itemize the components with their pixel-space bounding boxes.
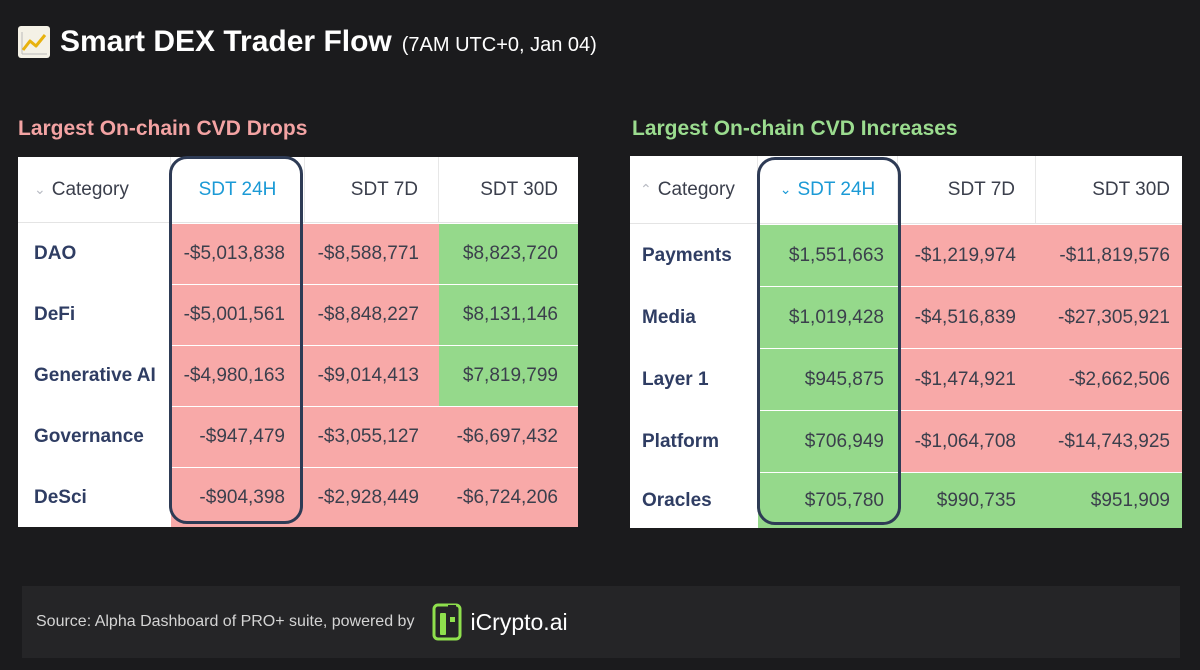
column-header-sdt-24h[interactable]: SDT 24H <box>171 157 305 222</box>
column-header-sdt-30d[interactable]: SDT 30D <box>1036 156 1182 223</box>
page-title: Smart DEX Trader Flow <box>60 25 392 58</box>
footer: Source: Alpha Dashboard of PRO+ suite, p… <box>22 586 1180 658</box>
sdt-30d-cell: -$27,305,921 <box>1036 287 1182 348</box>
sdt-24h-cell: -$947,479 <box>171 407 305 467</box>
sdt-30d-cell: $8,823,720 <box>439 224 578 284</box>
chevron-up-icon: ⌃ <box>640 181 652 197</box>
table-row[interactable]: Oracles $705,780 $990,735 $951,909 <box>630 472 1182 528</box>
table-row[interactable]: Media $1,019,428 -$4,516,839 -$27,305,92… <box>630 286 1182 348</box>
page-subtitle: (7AM UTC+0, Jan 04) <box>401 33 597 56</box>
sdt-30d-cell: $8,131,146 <box>439 285 578 345</box>
sdt-24h-cell: -$5,013,838 <box>171 224 305 284</box>
column-header-sdt-7d[interactable]: SDT 7D <box>305 157 439 222</box>
column-highlight-outline <box>169 156 303 524</box>
sdt-7d-cell: -$8,848,227 <box>305 285 439 345</box>
sdt-24h-cell: $1,019,428 <box>758 287 898 348</box>
column-header-sdt-30d[interactable]: SDT 30D <box>439 157 578 222</box>
source-text: Source: Alpha Dashboard of PRO+ suite, p… <box>36 613 415 630</box>
sdt-30d-cell: -$2,662,506 <box>1036 349 1182 410</box>
sdt-7d-cell: -$9,014,413 <box>305 346 439 406</box>
sdt-7d-cell: -$3,055,127 <box>305 407 439 467</box>
sdt-7d-cell: -$1,474,921 <box>898 349 1036 410</box>
sdt-24h-cell: -$4,980,163 <box>171 346 305 406</box>
icrypto-logo-icon <box>432 603 462 641</box>
sdt-7d-cell: $990,735 <box>898 473 1036 528</box>
sdt-24h-cell: $706,949 <box>758 411 898 472</box>
sdt-30d-cell: -$14,743,925 <box>1036 411 1182 472</box>
column-label: SDT 30D <box>480 178 558 200</box>
sdt-7d-cell: -$1,219,974 <box>898 225 1036 286</box>
sdt-30d-cell: -$6,697,432 <box>439 407 578 467</box>
sdt-30d-cell: $951,909 <box>1036 473 1182 528</box>
table-row[interactable]: DAO -$5,013,838 -$8,588,771 $8,823,720 <box>18 223 578 284</box>
category-cell: Governance <box>34 426 144 447</box>
table-row[interactable]: Governance -$947,479 -$3,055,127 -$6,697… <box>18 406 578 467</box>
column-header-category[interactable]: ⌄ Category <box>18 157 171 222</box>
table-row[interactable]: Payments $1,551,663 -$1,219,974 -$11,819… <box>630 224 1182 286</box>
column-highlight-outline <box>757 157 901 525</box>
category-cell: DeFi <box>34 304 76 325</box>
category-cell: Payments <box>642 244 732 266</box>
sdt-30d-cell: -$11,819,576 <box>1036 225 1182 286</box>
table-row[interactable]: Generative AI -$4,980,163 -$9,014,413 $7… <box>18 345 578 406</box>
table-row[interactable]: Platform $706,949 -$1,064,708 -$14,743,9… <box>630 410 1182 472</box>
sdt-7d-cell: -$1,064,708 <box>898 411 1036 472</box>
column-label: SDT 24H <box>198 178 277 200</box>
drops-section-title: Largest On-chain CVD Drops <box>18 117 308 140</box>
table-row[interactable]: DeFi -$5,001,561 -$8,848,227 $8,131,146 <box>18 284 578 345</box>
column-header-category[interactable]: ⌃ Category <box>630 156 758 223</box>
column-label: SDT 7D <box>350 178 418 200</box>
sdt-30d-cell: $7,819,799 <box>439 346 578 406</box>
column-header-sdt-24h[interactable]: ⌄ SDT 24H <box>758 156 898 223</box>
category-cell: Media <box>642 306 696 328</box>
chevron-down-icon: ⌄ <box>34 181 46 197</box>
sdt-24h-cell: $1,551,663 <box>758 225 898 286</box>
brand-name: iCrypto.ai <box>470 608 568 635</box>
column-label: SDT 24H <box>797 178 876 200</box>
category-cell: Generative AI <box>34 365 156 386</box>
column-label: Category <box>657 178 735 200</box>
increases-table: ⌃ Category ⌄ SDT 24H SDT 7D SDT 30D Paym… <box>630 156 1182 528</box>
column-label: SDT 30D <box>1092 178 1170 200</box>
column-header-sdt-7d[interactable]: SDT 7D <box>898 156 1036 223</box>
category-cell: Layer 1 <box>642 368 709 390</box>
category-cell: Platform <box>642 430 720 452</box>
chevron-down-icon: ⌄ <box>779 181 792 197</box>
sdt-7d-cell: -$8,588,771 <box>305 224 439 284</box>
category-cell: DeSci <box>34 486 87 508</box>
sdt-7d-cell: -$2,928,449 <box>305 468 439 527</box>
sdt-7d-cell: -$4,516,839 <box>898 287 1036 348</box>
table-header-row: ⌄ Category SDT 24H SDT 7D SDT 30D <box>18 157 578 223</box>
increases-section-title: Largest On-chain CVD Increases <box>632 117 958 140</box>
column-label: Category <box>51 178 129 200</box>
category-cell: DAO <box>34 243 77 264</box>
sdt-24h-cell: $945,875 <box>758 349 898 410</box>
sdt-30d-cell: -$6,724,206 <box>439 468 578 527</box>
sdt-24h-cell: $705,780 <box>758 473 898 528</box>
table-row[interactable]: Layer 1 $945,875 -$1,474,921 -$2,662,506 <box>630 348 1182 410</box>
sdt-24h-cell: -$904,398 <box>171 468 305 527</box>
drops-table: ⌄ Category SDT 24H SDT 7D SDT 30D DAO -$… <box>18 156 578 527</box>
table-header-row: ⌃ Category ⌄ SDT 24H SDT 7D SDT 30D <box>630 156 1182 224</box>
sdt-24h-cell: -$5,001,561 <box>171 285 305 345</box>
chart-trend-icon <box>18 26 50 58</box>
header: Smart DEX Trader Flow (7AM UTC+0, Jan 04… <box>18 22 597 62</box>
table-row[interactable]: DeSci -$904,398 -$2,928,449 -$6,724,206 <box>18 467 578 527</box>
column-label: SDT 7D <box>947 178 1015 200</box>
brand[interactable]: iCrypto.ai <box>432 603 568 641</box>
category-cell: Oracles <box>642 489 712 511</box>
